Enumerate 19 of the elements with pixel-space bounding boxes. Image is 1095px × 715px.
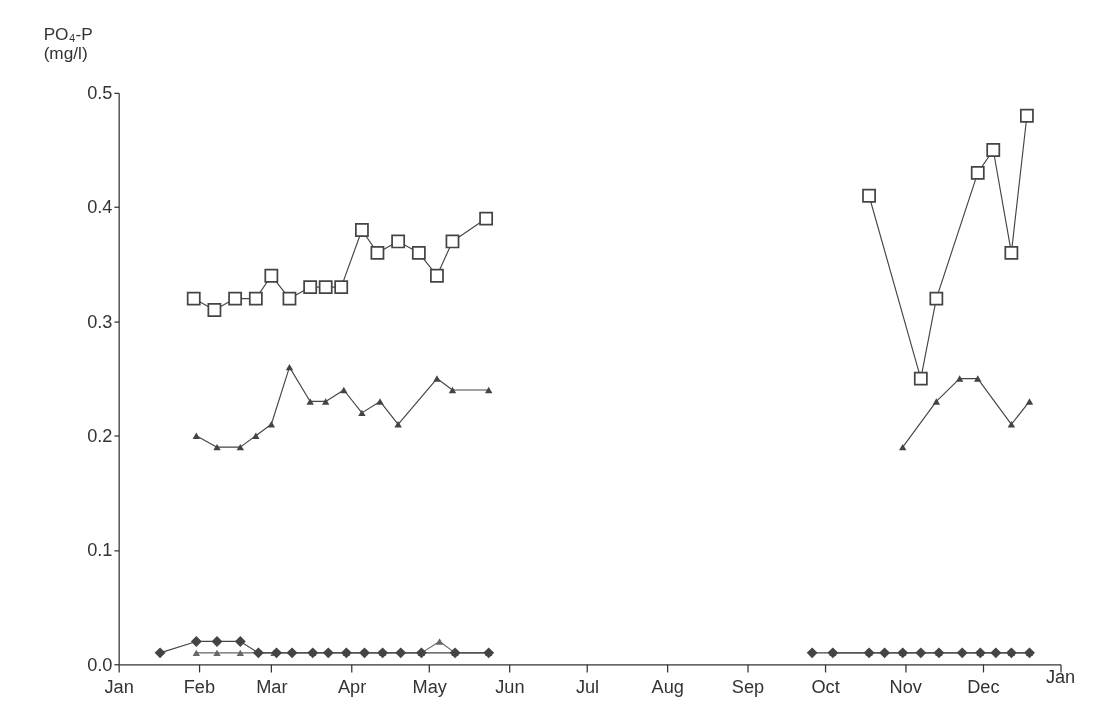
x-tick-label: Apr <box>337 676 367 697</box>
x-tick-label: Jan <box>104 676 134 697</box>
y-tick-label: 0.5 <box>87 83 113 104</box>
x-tick-label: Dec <box>967 676 1000 697</box>
y-tick-label: 0.0 <box>87 654 113 675</box>
x-tick-label: Jun <box>495 676 525 697</box>
x-tick-label: Sep <box>731 676 765 697</box>
x-tick-label: Feb <box>183 676 216 697</box>
x-tick-label: Oct <box>811 676 840 697</box>
x-tick-label: Aug <box>651 676 684 697</box>
x-tick-label: Nov <box>889 676 923 697</box>
y-tick-label: 0.4 <box>87 197 113 218</box>
y-tick-label: 0.3 <box>87 311 113 332</box>
x-tick-label: Mar <box>256 676 288 697</box>
x-tick-label: Jul <box>575 676 600 697</box>
y-tick-label: 0.2 <box>87 425 113 446</box>
y-tick-label: 0.1 <box>87 540 113 561</box>
x-tick-label: May <box>412 676 448 697</box>
y-axis-title: PO₄-P (mg/l) <box>43 24 93 64</box>
